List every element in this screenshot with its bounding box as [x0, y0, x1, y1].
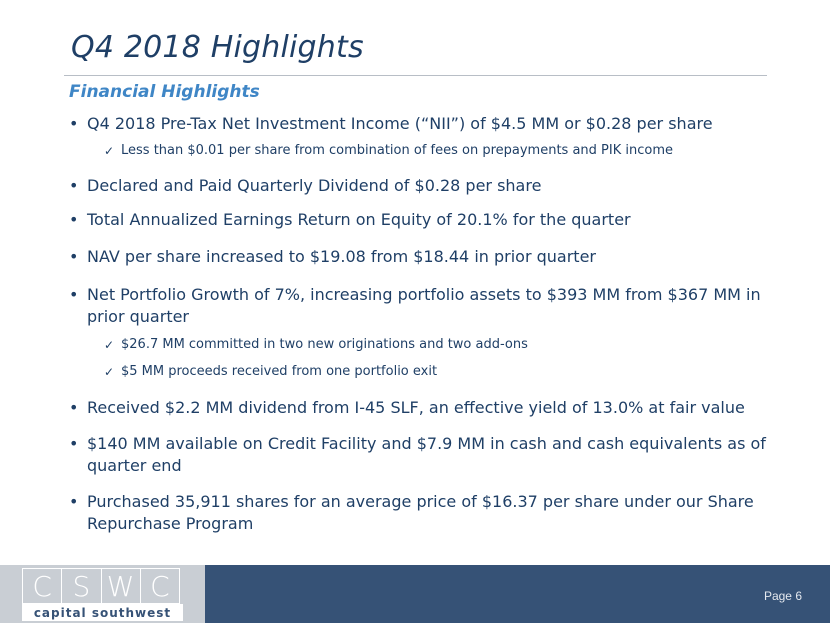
cswc-logo: C S W C	[22, 568, 180, 604]
bullet-icon: •	[69, 114, 79, 133]
bullet-text: Declared and Paid Quarterly Dividend of …	[87, 176, 542, 195]
logo-company-name: capital southwest	[22, 604, 183, 621]
bullet-text: NAV per share increased to $19.08 from $…	[87, 247, 596, 266]
bullet-icon: •	[69, 176, 79, 195]
bullet-text: Total Annualized Earnings Return on Equi…	[87, 210, 631, 229]
logo-letter: C	[22, 568, 62, 604]
bullet-text: Q4 2018 Pre-Tax Net Investment Income (“…	[87, 114, 713, 133]
check-icon: ✓	[104, 338, 115, 352]
sub-bullet-text: Less than $0.01 per share from combinati…	[121, 143, 673, 158]
sub-bullet-text: $5 MM proceeds received from one portfol…	[121, 364, 438, 379]
bullet-icon: •	[69, 492, 79, 511]
sub-bullet-text: $26.7 MM committed in two new originatio…	[121, 337, 528, 352]
bullet-icon: •	[69, 210, 79, 229]
logo-letter: C	[139, 568, 180, 604]
page-number: Page 6	[763, 589, 802, 603]
slide-title: Q4 2018 Highlights	[71, 30, 364, 65]
logo-letter: W	[100, 568, 140, 604]
bullet-icon: •	[69, 398, 79, 417]
title-divider	[64, 75, 767, 76]
check-icon: ✓	[104, 144, 115, 158]
bullet-icon: •	[69, 285, 79, 304]
bullet-icon: •	[69, 247, 79, 266]
bullet-text: Received $2.2 MM dividend from I-45 SLF,…	[87, 398, 745, 417]
check-icon: ✓	[104, 365, 115, 379]
logo-letter: S	[61, 568, 101, 604]
bullet-icon: •	[69, 434, 79, 453]
bullet-text: Purchased 35,911 shares for an average p…	[87, 492, 754, 533]
bullet-text: Net Portfolio Growth of 7%, increasing p…	[87, 285, 761, 326]
section-subtitle: Financial Highlights	[69, 82, 260, 102]
bullet-text: $140 MM available on Credit Facility and…	[87, 434, 766, 475]
